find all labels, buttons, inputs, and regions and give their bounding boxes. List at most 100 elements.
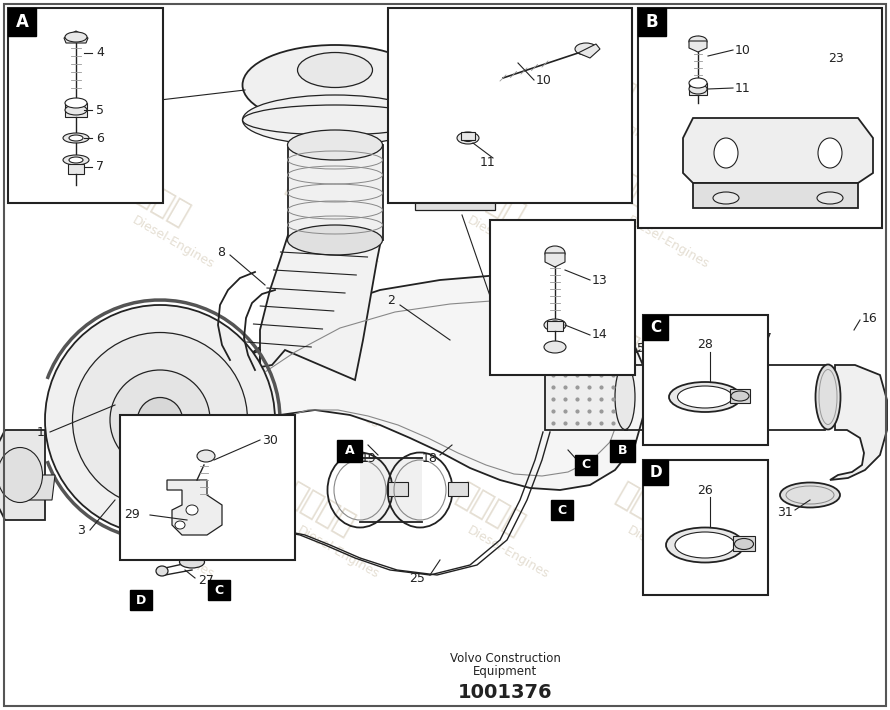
- Text: 紫发动力: 紫发动力: [611, 169, 689, 231]
- Text: Diesel-Engines: Diesel-Engines: [54, 93, 142, 151]
- Text: 紫发动力: 紫发动力: [361, 49, 439, 111]
- Bar: [415, 180, 495, 210]
- Text: Diesel-Engines: Diesel-Engines: [295, 373, 381, 431]
- Ellipse shape: [666, 528, 744, 562]
- Text: 4: 4: [96, 46, 104, 60]
- Text: 紫发动力: 紫发动力: [451, 169, 529, 231]
- Text: 7: 7: [96, 160, 104, 173]
- Bar: [545, 365, 627, 430]
- Ellipse shape: [63, 133, 89, 143]
- Text: C: C: [581, 459, 591, 471]
- Ellipse shape: [65, 105, 87, 115]
- Text: 10: 10: [735, 43, 751, 57]
- Ellipse shape: [689, 36, 707, 46]
- Text: 紫发动力: 紫发动力: [451, 329, 529, 390]
- Ellipse shape: [689, 78, 707, 88]
- Ellipse shape: [180, 556, 205, 568]
- Bar: [643, 315, 768, 445]
- Ellipse shape: [63, 155, 89, 165]
- Bar: [643, 460, 768, 595]
- Polygon shape: [167, 480, 222, 535]
- Text: 31: 31: [777, 506, 793, 520]
- Text: 9: 9: [147, 94, 155, 106]
- Text: 11: 11: [480, 156, 496, 170]
- Text: 20: 20: [538, 339, 553, 352]
- Bar: [65, 103, 87, 117]
- Text: 8: 8: [217, 246, 225, 258]
- Text: Diesel-Engines: Diesel-Engines: [625, 523, 711, 581]
- Ellipse shape: [297, 53, 373, 87]
- Text: 24: 24: [580, 456, 595, 469]
- Text: 19: 19: [360, 452, 376, 464]
- Text: C: C: [557, 503, 567, 516]
- Bar: [551, 500, 573, 520]
- Text: 17: 17: [757, 332, 773, 344]
- Text: D: D: [649, 465, 662, 480]
- Text: A: A: [344, 444, 354, 457]
- Bar: [388, 482, 408, 496]
- Text: Diesel-Engines: Diesel-Engines: [465, 523, 551, 581]
- Ellipse shape: [533, 343, 553, 355]
- Ellipse shape: [65, 98, 87, 108]
- Text: 21: 21: [538, 354, 553, 366]
- Text: 1: 1: [37, 425, 45, 439]
- Ellipse shape: [780, 483, 840, 508]
- Polygon shape: [545, 253, 565, 267]
- Text: 18: 18: [422, 452, 438, 464]
- Text: Diesel-Engines: Diesel-Engines: [465, 213, 551, 271]
- Bar: [547, 321, 563, 331]
- Ellipse shape: [713, 192, 739, 204]
- Text: B: B: [618, 444, 627, 457]
- Ellipse shape: [734, 538, 754, 550]
- Bar: [490, 220, 635, 375]
- Text: 紫发动力: 紫发动力: [116, 479, 194, 541]
- Bar: [288, 145, 383, 240]
- Text: 紫发动力: 紫发动力: [611, 479, 689, 541]
- Text: C: C: [650, 320, 661, 335]
- Text: Diesel-Engines: Diesel-Engines: [130, 373, 216, 431]
- Bar: [643, 460, 668, 485]
- Text: 3: 3: [77, 523, 85, 537]
- Text: Diesel-Engines: Diesel-Engines: [465, 373, 551, 431]
- Text: 29: 29: [125, 508, 140, 522]
- Text: 27: 27: [198, 574, 214, 586]
- Ellipse shape: [69, 157, 83, 163]
- Polygon shape: [230, 275, 645, 490]
- Polygon shape: [683, 118, 873, 183]
- Bar: [638, 8, 882, 228]
- Text: B: B: [645, 13, 659, 31]
- Text: 30: 30: [262, 434, 278, 447]
- Bar: [208, 580, 230, 600]
- Polygon shape: [689, 41, 707, 52]
- Text: Diesel-Engines: Diesel-Engines: [130, 213, 216, 271]
- Text: Volvo Construction: Volvo Construction: [449, 652, 561, 665]
- Ellipse shape: [287, 130, 383, 160]
- Text: 15: 15: [630, 342, 646, 354]
- Bar: [730, 389, 750, 403]
- Ellipse shape: [723, 364, 748, 430]
- Ellipse shape: [156, 566, 168, 576]
- Text: 5: 5: [96, 104, 104, 116]
- Ellipse shape: [677, 386, 732, 408]
- Polygon shape: [25, 475, 55, 500]
- Ellipse shape: [714, 138, 738, 168]
- Ellipse shape: [615, 364, 635, 430]
- Text: 28: 28: [697, 339, 713, 351]
- Polygon shape: [64, 31, 88, 43]
- Bar: [8, 8, 36, 36]
- Bar: [68, 164, 84, 174]
- Text: Diesel-Engines: Diesel-Engines: [375, 93, 461, 151]
- Ellipse shape: [457, 132, 479, 144]
- Ellipse shape: [544, 341, 566, 353]
- Ellipse shape: [544, 319, 566, 331]
- Text: Diesel-Engines: Diesel-Engines: [575, 93, 661, 151]
- Text: 10: 10: [536, 74, 552, 87]
- Ellipse shape: [175, 521, 185, 529]
- Bar: [130, 590, 152, 610]
- Polygon shape: [0, 430, 45, 520]
- Bar: [733, 536, 755, 551]
- Ellipse shape: [287, 225, 383, 255]
- Polygon shape: [693, 183, 858, 208]
- Bar: [120, 415, 295, 560]
- Bar: [638, 8, 666, 36]
